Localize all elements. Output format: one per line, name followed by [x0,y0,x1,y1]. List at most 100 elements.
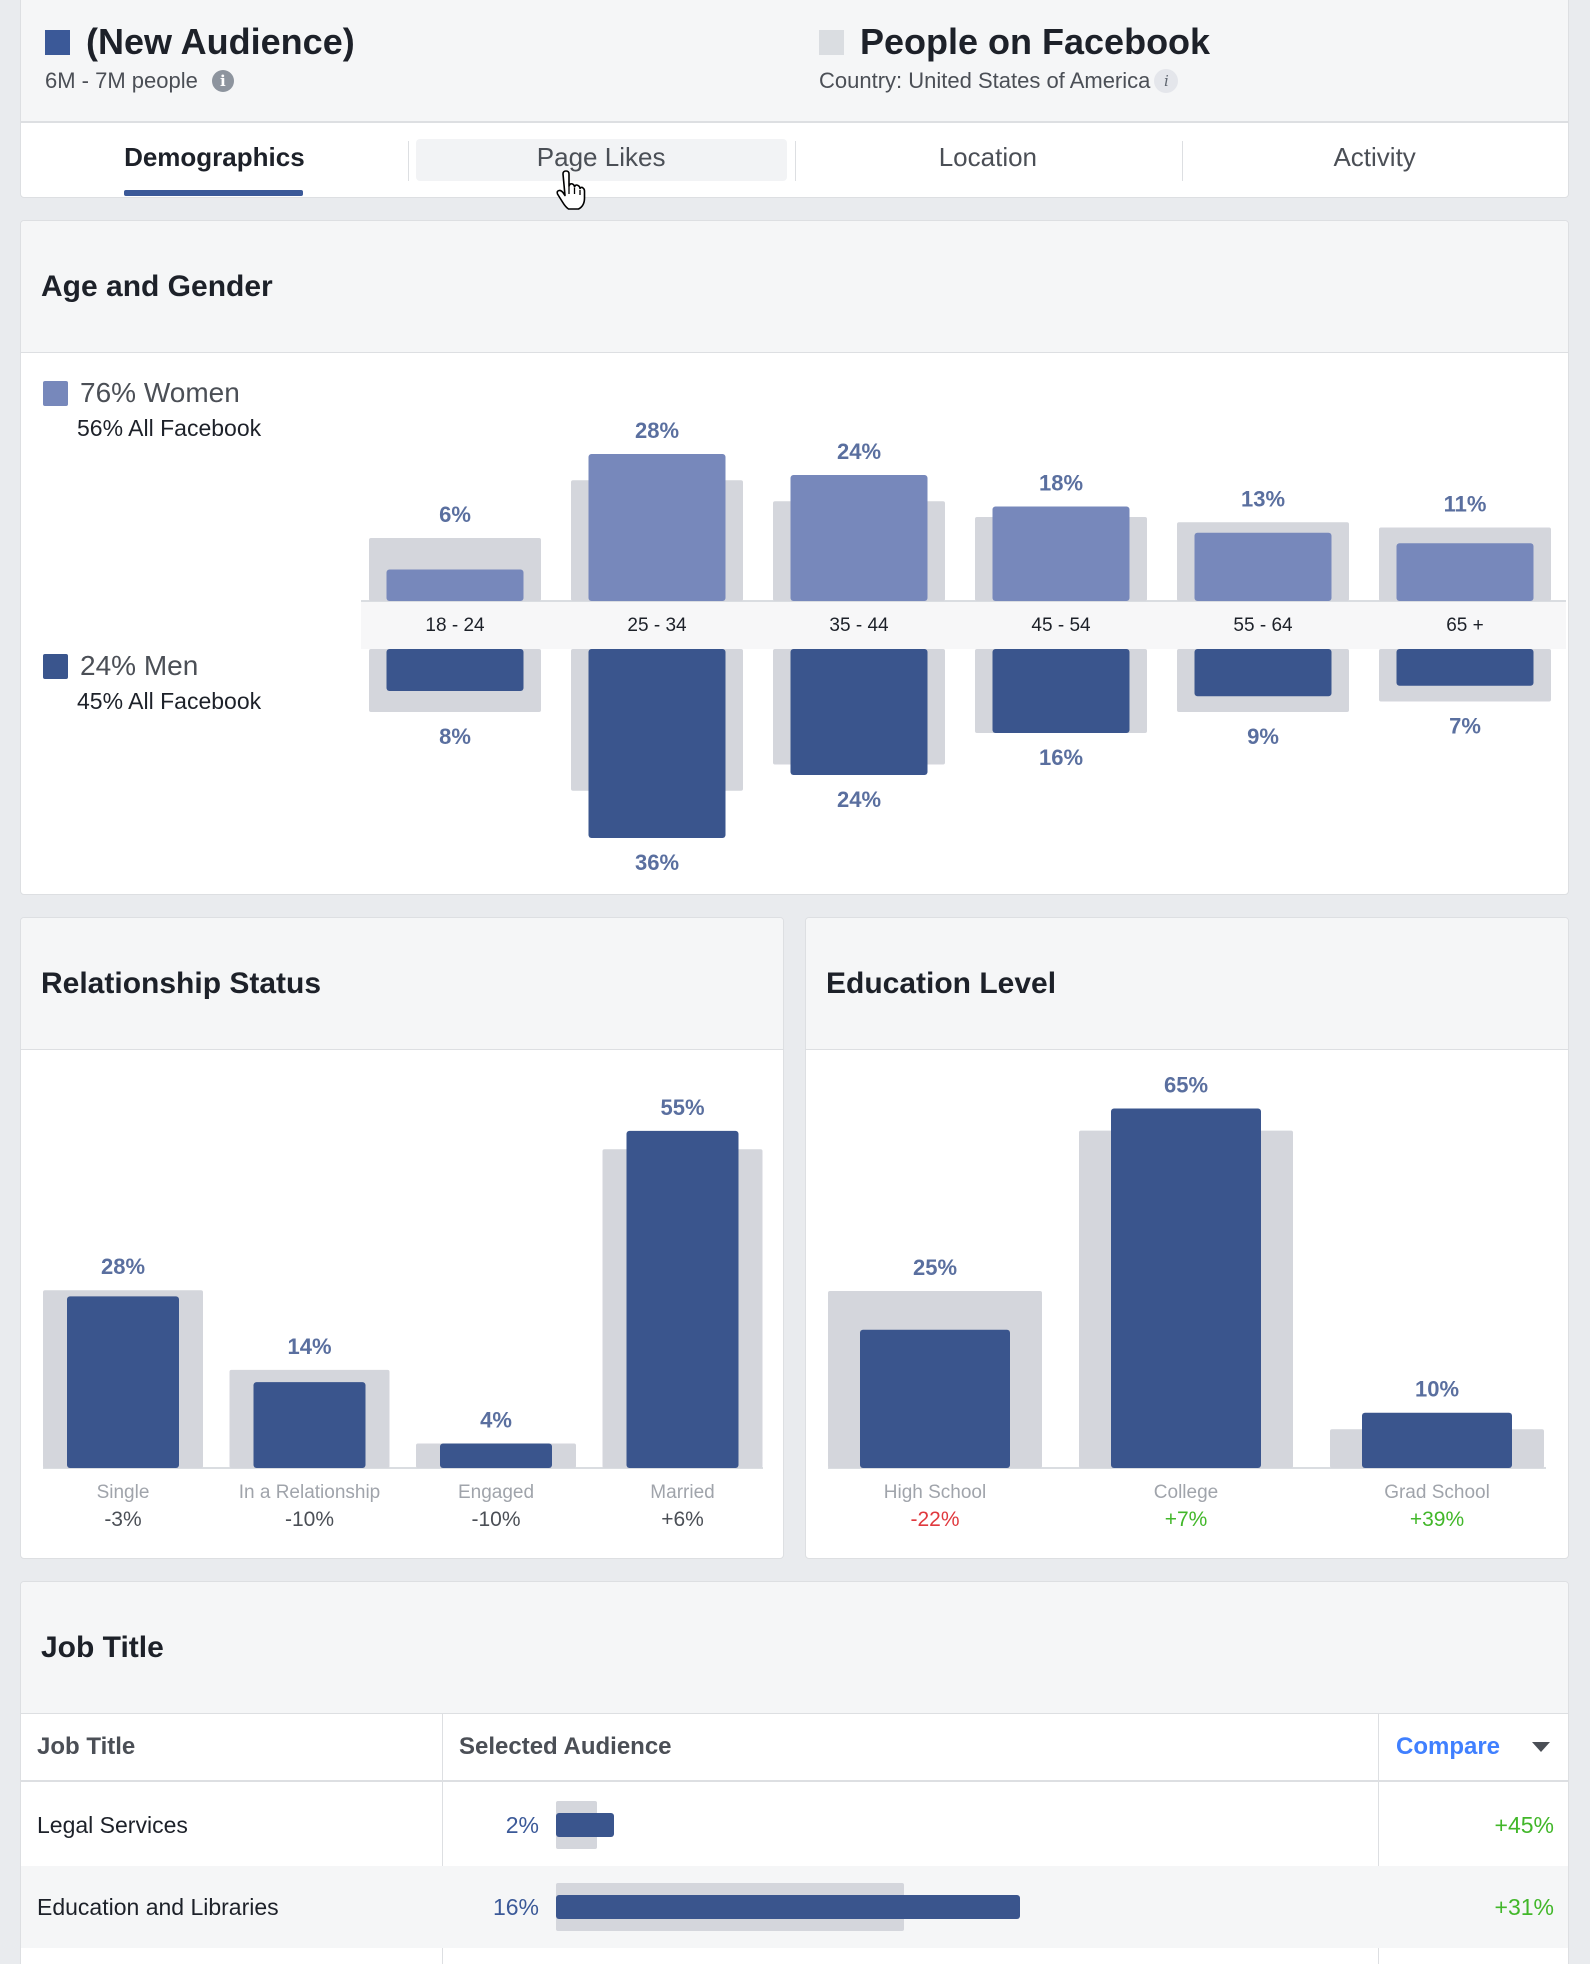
category-label: Single [97,1482,150,1503]
men-bar [992,649,1130,733]
tab-activity[interactable]: Activity [1181,123,1568,197]
compare-label: Compare [1396,1733,1501,1760]
men-data-label: 8% [439,724,471,749]
men-bar [790,649,928,775]
men-data-label: 36% [635,850,679,875]
age-tick-label: 55 - 64 [1233,615,1293,636]
bar [1362,1412,1512,1468]
tab-label: Activity [1333,141,1416,172]
bar [440,1443,552,1468]
compare-value: +45% [1494,1811,1554,1838]
comparison-audience: People on Facebook Country: United State… [819,20,1210,94]
panel-title: Education Level [806,918,1568,1050]
bar [860,1329,1010,1468]
men-data-label: 9% [1247,724,1279,749]
panel-title: Age and Gender [21,221,1568,353]
audience-size: 6M - 7M people [45,68,198,93]
women-data-label: 11% [1444,492,1487,517]
category-label: Grad School [1384,1482,1490,1503]
comparison-title: People on Facebook [860,21,1211,62]
men-bar [1396,649,1534,686]
age-tick-label: 35 - 44 [829,615,889,636]
compare-value: +39% [1410,1508,1464,1531]
compare-value: -10% [285,1508,334,1531]
column-divider [1378,1714,1379,1964]
table-row[interactable]: Legal Services 2% +45% [21,1784,1568,1866]
compare-dropdown[interactable]: Compare [1396,1714,1551,1780]
job-title-panel: Job Title Job Title Selected Audience Co… [20,1581,1569,1964]
men-all-facebook: 45% All Facebook [77,688,262,714]
audience-title: (New Audience) [86,21,355,62]
women-bar [588,454,726,601]
tab-label: Location [938,141,1038,172]
audience-percent: 16% [492,1893,539,1920]
info-icon[interactable]: i [1154,69,1179,93]
women-data-label: 24% [837,439,881,464]
compare-value: -3% [104,1508,141,1531]
info-icon[interactable]: i [211,70,234,92]
tab-divider [795,141,796,181]
column-header-job-title[interactable]: Job Title [37,1733,136,1760]
men-bar [1194,649,1332,697]
audience-bar [556,1813,614,1837]
category-label: Engaged [458,1482,534,1503]
men-swatch [43,653,68,679]
age-gender-chart: 6% 8% 18 - 24 28% 36% 25 - 34 24% 24% 35 - 44 18%… [361,418,1566,875]
column-header-selected-audience[interactable]: Selected Audience [459,1733,672,1760]
data-label: 65% [1164,1073,1208,1098]
women-bar [1396,543,1534,601]
selected-audience: (New Audience) 6M - 7M people i [45,20,355,94]
women-data-label: 13% [1241,486,1285,511]
legend-women: 76% Women 56% All Facebook [43,377,261,442]
compare-value: +6% [661,1508,704,1531]
chevron-down-icon [1532,1742,1551,1752]
category-label: High School [884,1482,986,1503]
men-data-label: 24% [837,787,881,812]
data-label: 4% [480,1407,512,1432]
data-label: 14% [287,1334,331,1359]
men-data-label: 16% [1039,745,1083,770]
audience-header: (New Audience) 6M - 7M people i People on… [20,0,1569,122]
data-label: 10% [1415,1377,1459,1402]
women-label: 76% Women [80,377,240,408]
bar [253,1382,366,1468]
data-label: 55% [660,1095,704,1120]
men-label: 24% Men [80,650,199,681]
tab-page-likes[interactable]: Page Likes [408,123,795,197]
category-label: In a Relationship [239,1482,381,1503]
age-tick-label: 18 - 24 [425,615,485,636]
job-title-name: Legal Services [37,1811,188,1838]
women-data-label: 28% [635,418,679,443]
category-label: Married [650,1482,714,1503]
insights-tabs: Demographics Page Likes Location Activit… [20,122,1569,198]
comparison-country: Country: United States of America [819,68,1151,93]
age-gender-panel: Age and Gender 76% Women 56% All Faceboo… [20,220,1569,895]
men-bar [588,649,726,838]
data-label: 28% [101,1254,145,1279]
men-data-label: 7% [1449,714,1481,739]
tab-label: Page Likes [536,141,666,172]
audience-swatch [45,29,70,55]
compare-value: -22% [910,1508,959,1531]
women-bar [1194,532,1332,601]
table-row[interactable]: Education and Libraries 16% +31% [21,1866,1568,1948]
age-tick-label: 45 - 54 [1031,615,1091,636]
compare-value: -10% [471,1508,520,1531]
tab-divider [408,141,409,181]
education-chart: 25% High School -22% 65% College +7% 10% Grad S… [828,1073,1546,1531]
women-data-label: 6% [439,502,471,527]
data-label: 25% [913,1255,957,1280]
bar [67,1296,179,1468]
audience-percent: 2% [505,1811,539,1838]
hand-cursor-icon [556,170,586,210]
tab-label: Demographics [124,141,305,172]
compare-value: +31% [1494,1893,1554,1920]
job-title-name: Education and Libraries [37,1893,279,1920]
panel-title: Job Title [21,1582,1568,1714]
men-bar [386,649,524,691]
table-header: Job Title Selected Audience Compare [21,1714,1568,1782]
tab-location[interactable]: Location [795,123,1182,197]
education-panel: Education Level 25% High School -22% 65% Col… [805,917,1569,1559]
legend-men: 24% Men 45% All Facebook [43,650,261,715]
tab-demographics[interactable]: Demographics [21,123,408,197]
